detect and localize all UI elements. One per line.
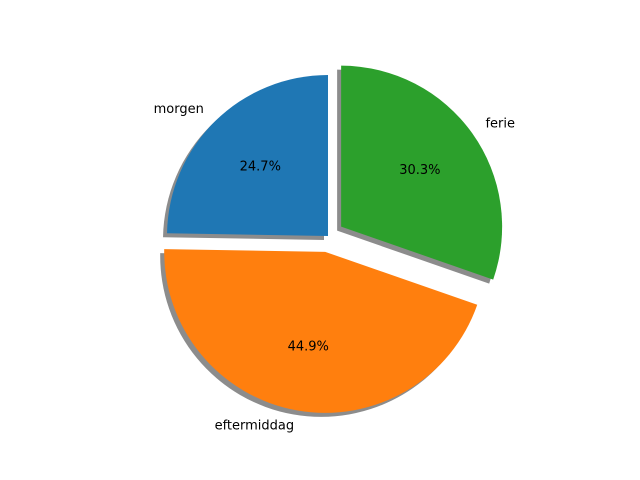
slice-ferie (341, 65, 503, 280)
pie-labels: morgen 24.7% eftermiddag 44.9% ferie 30.3% (154, 102, 515, 434)
pie-slices (164, 65, 503, 413)
slice-label-ferie: ferie (485, 117, 515, 132)
percent-label-eftermiddag: 44.9% (288, 339, 329, 354)
slice-eftermiddag (164, 249, 478, 413)
slice-label-eftermiddag: eftermiddag (215, 419, 295, 434)
slice-label-morgen: morgen (154, 102, 204, 117)
percent-label-morgen: 24.7% (240, 160, 281, 175)
percent-label-ferie: 30.3% (399, 163, 440, 178)
slice-morgen (167, 75, 328, 236)
